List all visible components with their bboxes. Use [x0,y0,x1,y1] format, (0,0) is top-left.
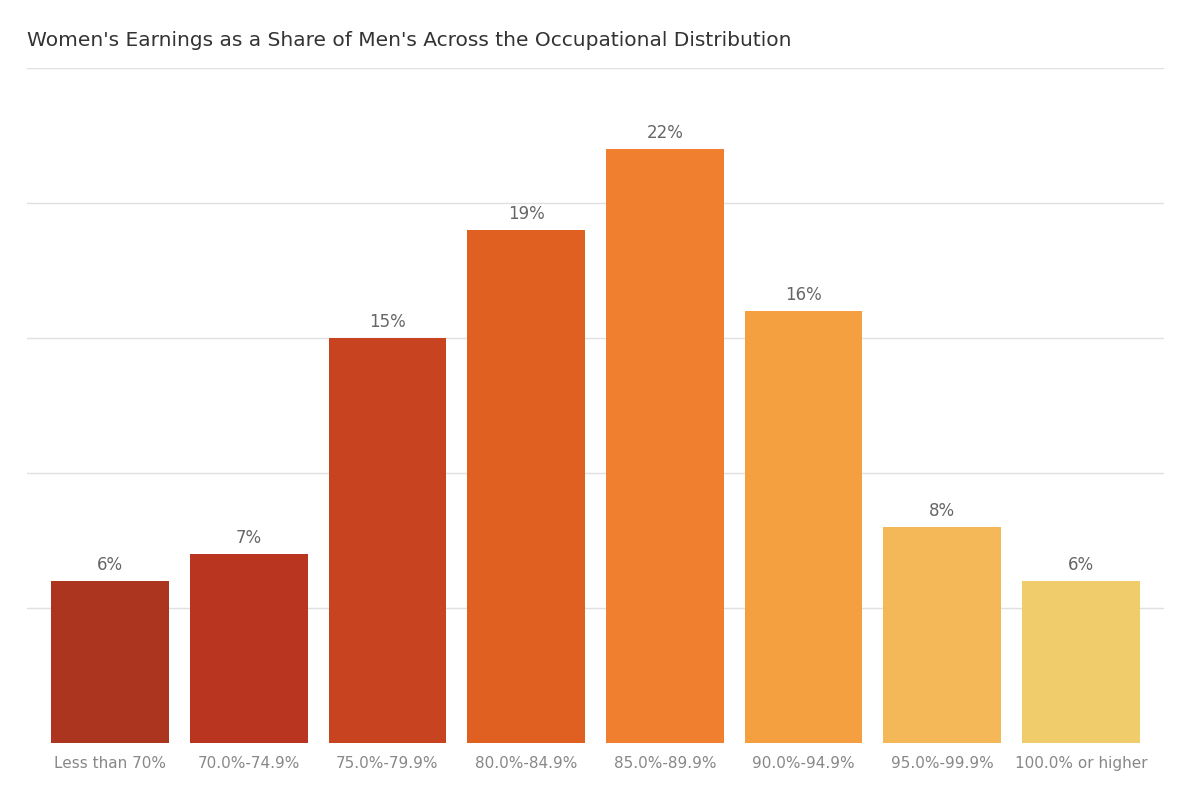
Text: 8%: 8% [929,502,955,520]
Text: Women's Earnings as a Share of Men's Across the Occupational Distribution: Women's Earnings as a Share of Men's Acr… [27,31,791,50]
Bar [1022,581,1140,743]
Bar [606,149,724,743]
Bar [329,338,447,743]
Text: 16%: 16% [785,287,822,304]
Text: 22%: 22% [647,125,684,142]
Text: 6%: 6% [96,556,123,574]
Text: 6%: 6% [1068,556,1095,574]
Text: 19%: 19% [507,206,544,223]
Text: 7%: 7% [236,529,262,547]
Bar [51,581,169,743]
Bar [744,311,862,743]
Bar [189,554,307,743]
Bar [467,230,585,743]
Bar [884,527,1002,743]
Text: 15%: 15% [369,314,406,331]
